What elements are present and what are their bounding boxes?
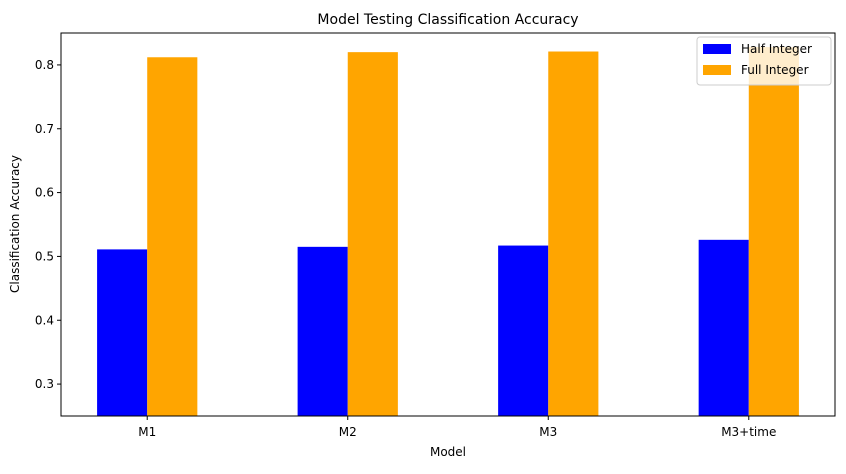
bar-full-integer-m3 (548, 51, 599, 416)
y-tick-label: 0.3 (35, 377, 54, 391)
bar-half-integer-m1 (97, 249, 148, 416)
bar-half-integer-m3-time (698, 239, 749, 416)
x-tick-label: M2 (339, 425, 357, 439)
y-axis-title: Classification Accuracy (8, 155, 22, 293)
bar-half-integer-m3 (498, 245, 549, 416)
plot-frame (60, 32, 836, 417)
bar-full-integer-m3-time (748, 47, 799, 416)
y-tick-label: 0.7 (35, 122, 54, 136)
bar-full-integer-m2 (347, 52, 398, 417)
y-tick-label: 0.5 (35, 249, 54, 263)
legend-swatch-half-integer (703, 44, 731, 54)
legend: Half Integer Full Integer (696, 36, 832, 86)
x-axis: M1 M2 M3 M3+time (138, 416, 776, 439)
x-tick-label: M1 (138, 425, 156, 439)
bar-half-integer-m2 (297, 246, 348, 416)
legend-swatch-full-integer (703, 65, 731, 75)
x-tick-label: M3 (539, 425, 557, 439)
y-axis: 0.3 0.4 0.5 0.6 0.7 0.8 (35, 58, 61, 391)
x-tick-label: M3+time (721, 425, 776, 439)
legend-label-half-integer: Half Integer (741, 42, 812, 56)
bars-layer (97, 47, 799, 417)
y-tick-label: 0.8 (35, 58, 54, 72)
legend-items: Half Integer Full Integer (703, 42, 812, 77)
legend-label-full-integer: Full Integer (741, 63, 809, 77)
bar-full-integer-m1 (147, 57, 198, 416)
chart-title: Model Testing Classification Accuracy (317, 12, 578, 28)
x-axis-title: Model (430, 445, 466, 459)
y-tick-label: 0.6 (35, 186, 54, 200)
y-tick-label: 0.4 (35, 313, 54, 327)
